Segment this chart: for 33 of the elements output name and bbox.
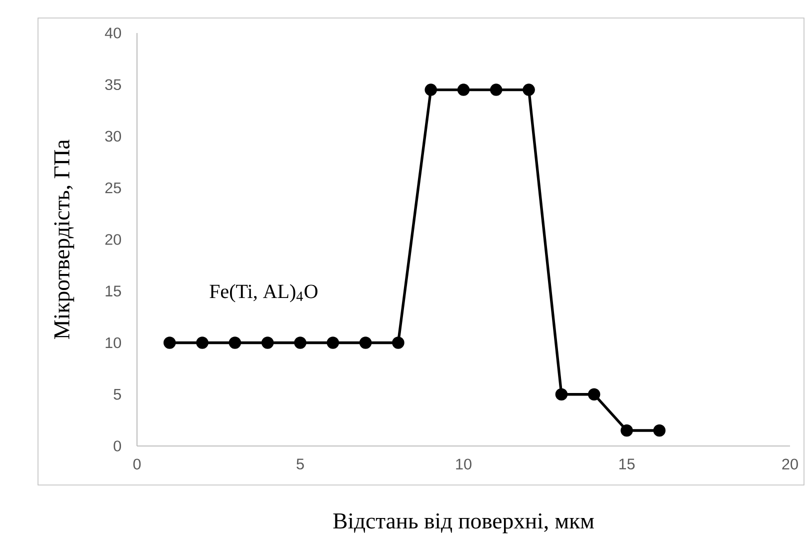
x-tick-label: 10 (456, 458, 472, 470)
y-axis-title: Мікротвердість, ГПа (54, 140, 74, 340)
y-tick-label: 40 (104, 28, 122, 38)
point (196, 336, 208, 349)
point (261, 336, 274, 349)
x-tick-label: 15 (619, 458, 635, 470)
point (359, 336, 372, 349)
y-tick-label: 5 (114, 389, 121, 400)
point (228, 336, 242, 349)
y-tick-label: 25 (105, 182, 121, 194)
point (555, 388, 568, 401)
x-tick-label: 20 (782, 458, 798, 470)
point (490, 84, 502, 96)
y-tick-label: 20 (105, 234, 122, 245)
point (653, 424, 666, 437)
point (326, 336, 340, 349)
y-tick-label: 0 (114, 440, 122, 452)
x-tick-label: 5 (296, 458, 304, 470)
point (588, 388, 600, 401)
x-tick-label: 0 (133, 458, 141, 470)
point (522, 84, 535, 96)
point (424, 84, 437, 96)
y-tick-label: 30 (105, 130, 122, 142)
annotation: Fe(Ti, AL)$_{4}$O (210, 284, 318, 302)
point (620, 424, 633, 437)
x-axis-title: Відстань від поверхні, мкм (333, 513, 594, 534)
point (294, 336, 306, 349)
point (392, 336, 404, 349)
point (164, 336, 176, 349)
y-tick-label: 10 (106, 337, 122, 348)
y-tick-label: 15 (106, 286, 121, 296)
point (457, 84, 470, 96)
y-tick-label: 35 (105, 79, 121, 90)
